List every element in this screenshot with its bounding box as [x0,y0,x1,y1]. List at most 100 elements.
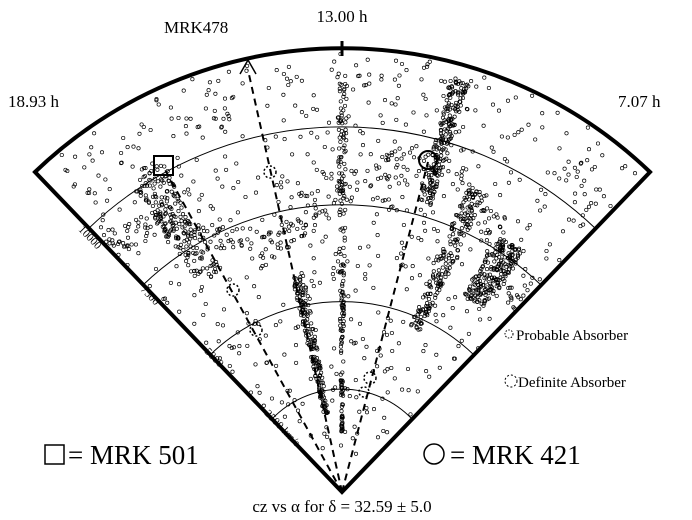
galaxy [542,204,547,209]
galaxy [339,110,344,116]
galaxy [111,243,116,248]
galaxy [98,225,104,230]
galaxy [176,115,181,121]
galaxy [299,78,304,83]
galaxy [484,253,489,258]
galaxy [481,208,486,213]
galaxy [341,145,346,150]
galaxy [320,169,325,175]
galaxy [219,243,224,248]
galaxy [517,177,522,182]
galaxy [483,280,488,285]
galaxy [399,240,404,245]
galaxy [82,165,87,170]
galaxy [295,217,300,222]
galaxy [384,152,389,157]
galaxy [459,338,464,343]
galaxy [200,266,205,271]
galaxy [512,132,517,137]
galaxy [498,237,503,242]
galaxy [378,353,383,358]
galaxy [239,242,244,248]
galaxy [186,222,191,227]
galaxy [380,120,385,125]
galaxy [395,96,400,101]
galaxy [210,223,215,228]
galaxy [159,203,164,208]
galaxy [235,210,240,215]
galaxy [464,167,469,172]
galaxy [382,369,387,374]
galaxy [572,200,577,205]
galaxy [387,174,392,179]
galaxy [574,174,579,180]
galaxy [295,324,301,329]
galaxy [208,239,213,244]
galaxy [282,352,287,357]
galaxy [445,151,450,156]
galaxy [441,110,446,115]
galaxy [459,148,464,153]
galaxy [341,294,346,299]
galaxy [419,77,424,82]
galaxy [584,207,589,212]
galaxy [500,243,505,248]
legend-mrk501: = MRK 501 [68,440,199,470]
galaxy [341,190,346,195]
galaxy [484,193,489,198]
galaxy [228,218,233,223]
galaxy [321,384,326,389]
galaxy [403,264,408,269]
galaxy [423,154,428,159]
galaxy [324,175,329,181]
galaxy [510,244,515,249]
galaxy [343,207,348,212]
galaxy [339,409,344,414]
galaxy [608,203,613,209]
galaxy [343,148,348,154]
galaxy [174,264,179,269]
galaxy [448,78,453,84]
galaxy [326,194,331,199]
galaxy [469,79,474,84]
galaxy [302,328,307,333]
galaxy [298,134,303,139]
galaxy [379,175,384,180]
galaxy [455,104,460,109]
galaxy [178,214,183,219]
galaxy [592,164,597,170]
galaxy [274,183,279,188]
galaxy [340,328,345,333]
center-ra: 13.00 h [317,7,369,26]
galaxy [274,363,279,368]
galaxy [419,238,424,243]
galaxy [157,214,162,219]
galaxy [192,268,197,273]
galaxy [305,152,310,157]
galaxy [371,285,376,290]
galaxy [197,231,202,237]
galaxy [392,77,397,82]
galaxy [438,281,443,286]
galaxy [72,182,77,187]
galaxy [491,214,496,219]
galaxy [145,183,150,188]
galaxy [572,165,577,170]
galaxy [519,127,524,132]
galaxy [477,306,482,312]
galaxy [440,281,445,286]
galaxy [217,356,222,361]
galaxy [287,388,292,393]
galaxy [484,238,489,243]
galaxy [169,189,174,194]
galaxy [276,232,281,237]
galaxy [517,251,522,256]
galaxy [186,187,191,192]
galaxy [443,132,448,137]
galaxy [384,175,389,181]
galaxy [478,283,483,288]
galaxy [341,273,346,278]
galaxy [183,124,188,129]
galaxy [192,258,197,263]
galaxy [174,226,179,231]
